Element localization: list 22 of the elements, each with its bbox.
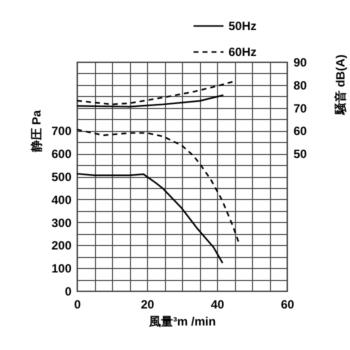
x-axis-title: 風量³m /min (148, 314, 216, 328)
y-tick-label: 400 (51, 192, 72, 207)
y-tick-label: 700 (51, 124, 72, 138)
x-tick-label: 20 (140, 298, 154, 312)
y2-tick-label: 80 (294, 78, 308, 92)
x-tick-label: 40 (210, 298, 224, 312)
legend-label: 60Hz (228, 45, 257, 59)
y-axis-title: 静圧 Pa (29, 110, 44, 154)
y-tick-label: 600 (51, 147, 72, 162)
y-tick-label: 200 (51, 238, 72, 253)
x-tick-label: 60 (280, 298, 294, 312)
y2-tick-label: 60 (294, 124, 308, 138)
y-tick-label: 100 (51, 262, 72, 276)
y-tick-label: 0 (64, 284, 72, 298)
y2-axis-title: 騒音 dB(A) (334, 54, 348, 116)
y2-tick-label: 90 (294, 56, 308, 70)
y-tick-label: 500 (51, 170, 72, 184)
y2-tick-label: 70 (294, 101, 308, 116)
legend-label: 50Hz (228, 19, 257, 33)
y2-tick-label: 50 (294, 147, 308, 162)
y-tick-label: 300 (51, 216, 72, 230)
x-tick-label: 0 (74, 298, 82, 312)
